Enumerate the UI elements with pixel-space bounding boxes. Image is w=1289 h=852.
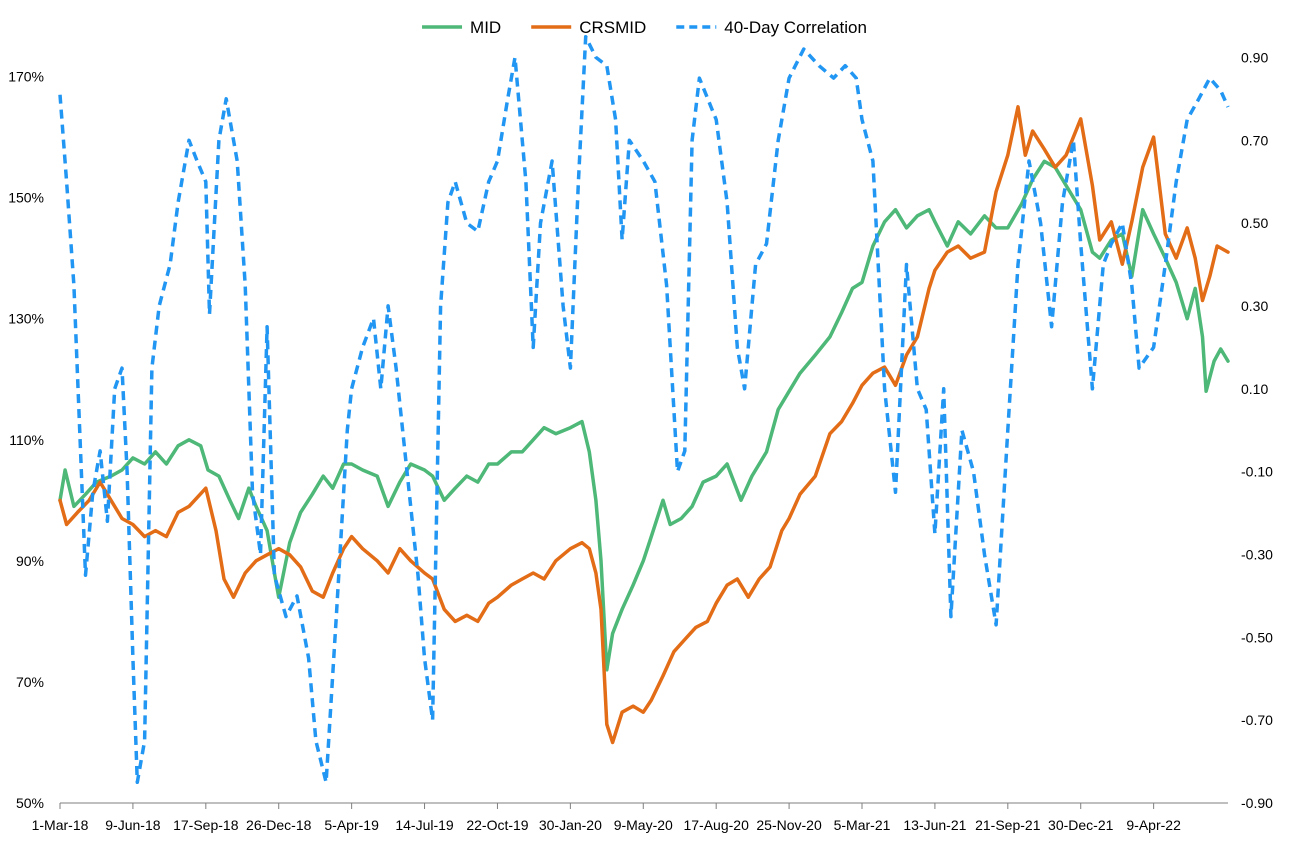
y-right-tick-label: -0.50 bbox=[1241, 629, 1273, 645]
series-line-crsmid bbox=[58, 105, 1230, 745]
y-right-tick-label: -0.90 bbox=[1241, 795, 1273, 811]
y-left-tick-label: 50% bbox=[16, 795, 44, 811]
x-tick-label: 13-Jun-21 bbox=[903, 817, 966, 833]
axes-layer: 1-Mar-18 9-Jun-18 17-Sep-18 26-Dec-18 5-Apr-… bbox=[8, 49, 1273, 833]
legend-label-40-day-correlation: 40-Day Correlation bbox=[724, 18, 867, 37]
legend-label-crsmid: CRSMID bbox=[579, 18, 646, 37]
x-tick-label: 9-May-20 bbox=[614, 817, 673, 833]
y-right-tick-label: 0.10 bbox=[1241, 381, 1268, 397]
x-tick-label: 9-Jun-18 bbox=[105, 817, 160, 833]
y-right-tick-label: 0.30 bbox=[1241, 298, 1268, 314]
y-right-tick-label: 0.50 bbox=[1241, 215, 1268, 231]
series-layer bbox=[58, 34, 1230, 785]
x-tick-label: 14-Jul-19 bbox=[395, 817, 454, 833]
y-right-tick-label: 0.70 bbox=[1241, 132, 1268, 148]
x-tick-label: 26-Dec-18 bbox=[246, 817, 312, 833]
x-tick-label: 5-Apr-19 bbox=[324, 817, 379, 833]
chart-legend: MID CRSMID 40-Day Correlation bbox=[422, 18, 867, 37]
x-tick-label: 21-Sep-21 bbox=[975, 817, 1041, 833]
legend-label-mid: MID bbox=[470, 18, 501, 37]
x-tick-label: 30-Dec-21 bbox=[1048, 817, 1114, 833]
y-left-tick-label: 110% bbox=[9, 432, 44, 448]
y-right-tick-label: -0.30 bbox=[1241, 546, 1273, 562]
x-tick-label: 17-Aug-20 bbox=[683, 817, 749, 833]
y-right-tick-label: -0.70 bbox=[1241, 712, 1273, 728]
y-left-tick-label: 70% bbox=[16, 674, 44, 690]
x-tick-label: 25-Nov-20 bbox=[756, 817, 822, 833]
x-tick-label: 1-Mar-18 bbox=[32, 817, 89, 833]
y-left-tick-label: 170% bbox=[8, 69, 44, 85]
y-left-tick-label: 150% bbox=[8, 190, 44, 206]
y-left-tick-label: 130% bbox=[8, 311, 44, 327]
y-left-tick-label: 90% bbox=[16, 553, 44, 569]
x-tick-label: 30-Jan-20 bbox=[539, 817, 602, 833]
x-tick-label: 9-Apr-22 bbox=[1126, 817, 1181, 833]
x-tick-label: 5-Mar-21 bbox=[834, 817, 891, 833]
x-tick-label: 17-Sep-18 bbox=[173, 817, 239, 833]
series-line-40-day-correlation bbox=[58, 34, 1230, 785]
y-right-tick-label: -0.10 bbox=[1241, 464, 1273, 480]
y-right-tick-label: 0.90 bbox=[1241, 49, 1268, 65]
x-tick-label: 22-Oct-19 bbox=[466, 817, 528, 833]
